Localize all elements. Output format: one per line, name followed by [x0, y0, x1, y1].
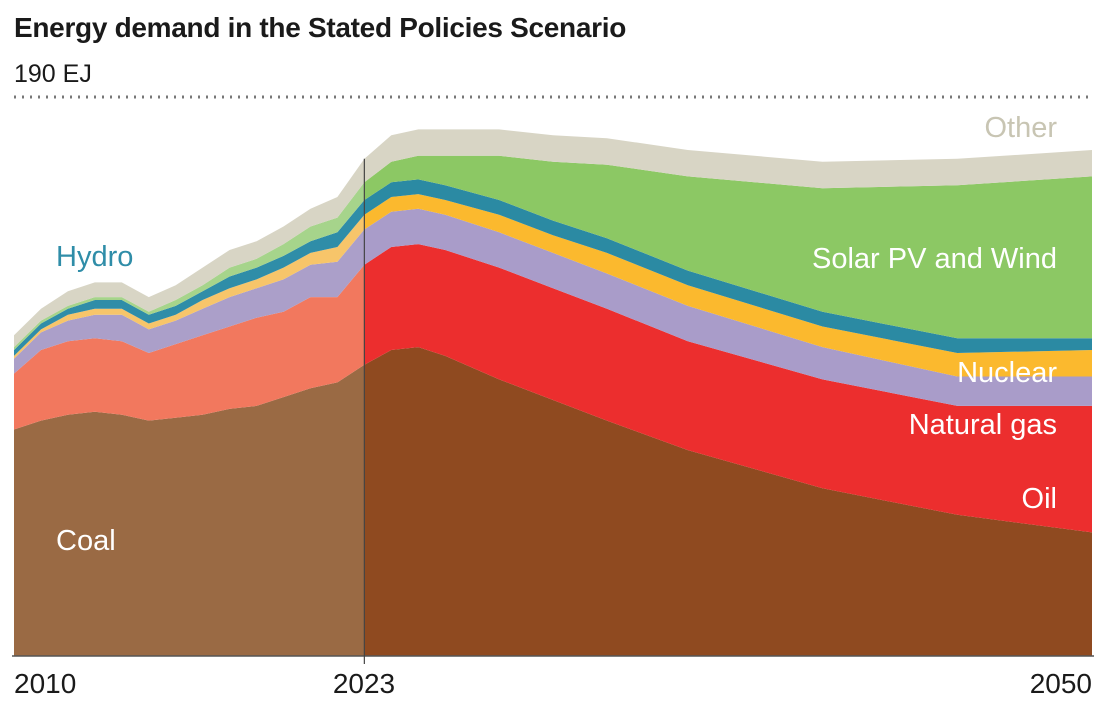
area-layers	[14, 129, 1092, 656]
label-coal: Coal	[56, 525, 116, 557]
area-other-projection	[364, 129, 1092, 189]
area-oil-historical	[14, 264, 365, 430]
label-natural-gas: Natural gas	[909, 409, 1057, 441]
area-nuclear-projection	[364, 194, 1092, 377]
label-hydro: Hydro	[56, 241, 133, 273]
area-solar-pv-and-wind-projection	[364, 155, 1092, 339]
area-coal-historical	[14, 364, 365, 656]
x-tick-2050: 2050	[1030, 668, 1092, 699]
y-max-label: 190 EJ	[14, 60, 92, 88]
area-coal-projection	[364, 347, 1092, 656]
area-oil-projection	[364, 244, 1092, 533]
x-tick-2010: 2010	[14, 668, 76, 699]
label-oil: Oil	[1022, 483, 1057, 515]
area-natural-gas-historical	[14, 229, 365, 374]
label-other: Other	[984, 112, 1057, 144]
x-tick-2023: 2023	[333, 668, 395, 699]
area-natural-gas-projection	[364, 208, 1092, 406]
label-nuclear: Nuclear	[957, 357, 1057, 389]
chart-title: Energy demand in the Stated Policies Sce…	[14, 12, 627, 43]
area-hydro-projection	[364, 179, 1092, 353]
label-solar-wind: Solar PV and Wind	[812, 243, 1057, 275]
